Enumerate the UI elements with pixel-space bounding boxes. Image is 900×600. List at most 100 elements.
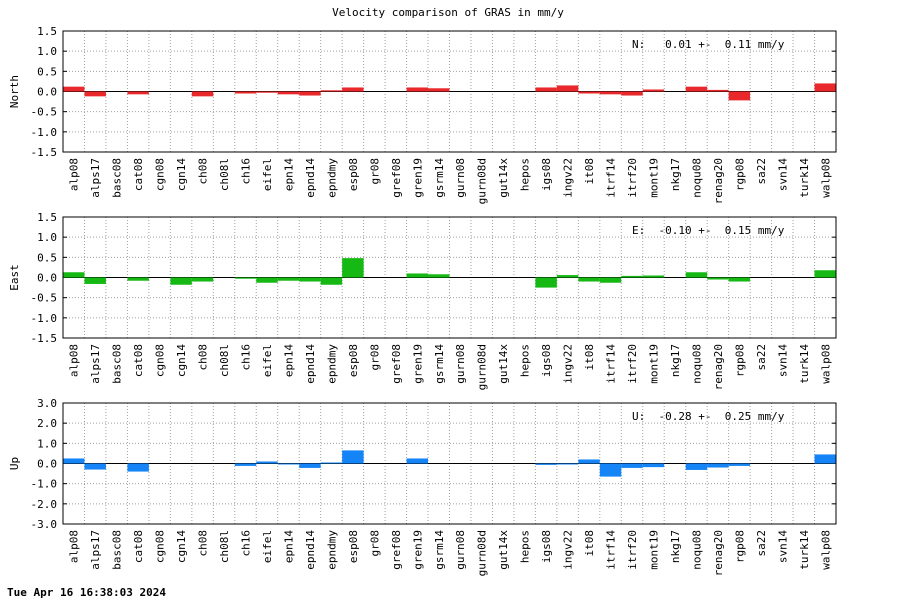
bar-up-walp08 (814, 454, 836, 464)
bar-north-ch08 (191, 91, 214, 97)
x-tick-label: mont19 (647, 530, 660, 570)
x-tick-label: cgn08 (154, 344, 167, 377)
x-tick-label: gut14x (497, 158, 510, 198)
bar-up-epn14 (277, 463, 300, 465)
x-tick-label: turk14 (798, 530, 811, 570)
bar-north-eifel (256, 91, 278, 93)
x-tick-label: ingv22 (562, 344, 575, 384)
x-tick-label: igs08 (540, 530, 553, 563)
x-tick-label: gurn08d (476, 344, 489, 390)
bar-up-it08 (578, 459, 600, 464)
bar-up-itrf14 (599, 463, 622, 477)
x-tick-label: gren19 (411, 344, 424, 384)
bar-up-noqu08 (685, 463, 708, 470)
bar-north-walp08 (814, 83, 836, 92)
x-tick-label: noqu08 (690, 344, 703, 384)
x-tick-label: svn14 (776, 530, 789, 563)
bar-east-itrf14 (599, 277, 622, 283)
y-tick-label: -1.0 (31, 312, 58, 325)
x-tick-label: gren19 (411, 158, 424, 198)
bar-north-igs08 (535, 87, 557, 92)
x-tick-label: epnd14 (304, 344, 317, 384)
y-tick-label: -3.0 (31, 518, 58, 531)
x-tick-label: esp08 (347, 158, 360, 191)
bar-north-ch16 (234, 91, 257, 94)
bar-north-itrf20 (621, 91, 643, 96)
x-tick-label: mont19 (647, 158, 660, 198)
stat-annotation: N: 0.01 +- 0.11 mm/y (632, 38, 785, 51)
bar-east-alp08 (63, 272, 85, 278)
chart-panels: 1.5 1.0 0.5 0.0 -0.5 -1.0 -1.5 alp08 alps17 basc0… (8, 25, 837, 576)
x-tick-label: gut14x (497, 344, 510, 384)
chart-title: Velocity comparison of GRAS in mm/y (332, 6, 564, 19)
x-tick-label: eifel (261, 344, 274, 377)
x-tick-label: cgn08 (154, 530, 167, 563)
y-axis-label: East (8, 264, 21, 291)
bar-east-renag20 (707, 277, 729, 280)
x-tick-label: gsrm14 (433, 344, 446, 384)
bar-up-alp08 (63, 458, 85, 464)
bar-north-epnd14 (299, 91, 321, 96)
x-tick-label: hepos (519, 530, 532, 563)
x-tick-label: rgp08 (733, 530, 746, 563)
x-tick-label: itrf14 (605, 530, 618, 570)
x-tick-label: cgn14 (175, 530, 188, 563)
stat-annotation: U: -0.28 +- 0.25 mm/y (632, 410, 785, 423)
bar-north-epndmy (320, 90, 343, 92)
x-tick-label: epn14 (282, 158, 295, 191)
y-tick-label: 1.0 (37, 437, 57, 450)
x-tick-label: gref08 (390, 344, 403, 384)
y-tick-label: -1.0 (31, 126, 58, 139)
x-tick-label: gr08 (368, 158, 381, 185)
x-tick-label: mont19 (647, 344, 660, 384)
x-tick-label: nkg17 (669, 158, 682, 191)
bar-north-epn14 (277, 91, 300, 95)
x-tick-label: alp08 (68, 158, 81, 191)
x-tick-label: basc08 (111, 158, 124, 198)
x-tick-label: svn14 (776, 344, 789, 377)
bar-up-igs08 (535, 463, 557, 465)
x-tick-label: turk14 (798, 344, 811, 384)
x-tick-label: sa22 (755, 344, 768, 371)
x-tick-label: noqu08 (690, 158, 703, 198)
x-tick-label: gurn08 (454, 344, 467, 384)
x-tick-label: ch08l (218, 344, 231, 377)
bar-up-renag20 (707, 463, 729, 468)
x-tick-label: cat08 (132, 158, 145, 191)
x-tick-label: ch08l (218, 530, 231, 563)
panel-east: 1.5 1.0 0.5 0.0 -0.5 -1.0 -1.5 alp08 alps17 basc0… (8, 211, 837, 390)
x-tick-label: epndmy (325, 530, 338, 570)
bar-up-rgp08 (728, 463, 751, 466)
y-tick-label: 1.0 (37, 45, 57, 58)
x-tick-label: ch08l (218, 158, 231, 191)
bar-north-alps17 (84, 91, 106, 97)
timestamp: Tue Apr 16 16:38:03 2024 (7, 586, 166, 599)
x-tick-label: walp08 (819, 158, 832, 198)
x-tick-label: rgp08 (733, 158, 746, 191)
x-tick-label: noqu08 (690, 530, 703, 570)
bar-east-alps17 (84, 277, 106, 284)
bar-north-cat08 (127, 91, 149, 95)
x-tick-label: basc08 (111, 530, 124, 570)
bar-north-alp08 (63, 86, 85, 92)
plot-frame (62, 216, 837, 339)
bar-east-walp08 (814, 270, 836, 278)
bar-east-ch08 (191, 277, 214, 282)
bar-north-gsrm14 (428, 88, 450, 92)
bar-north-itrf14 (599, 91, 622, 95)
bar-up-ingv22 (556, 463, 579, 465)
bar-up-cat08 (127, 463, 149, 472)
bar-east-gsrm14 (428, 274, 450, 278)
y-tick-label: 1.5 (37, 211, 57, 224)
bar-north-ingv22 (556, 85, 579, 92)
x-tick-label: gref08 (390, 530, 403, 570)
x-tick-label: eifel (261, 158, 274, 191)
x-tick-label: itrf20 (626, 158, 639, 198)
panel-north: 1.5 1.0 0.5 0.0 -0.5 -1.0 -1.5 alp08 alps17 basc0… (8, 25, 837, 204)
bar-north-renag20 (707, 89, 729, 92)
plot-frame (62, 402, 837, 525)
x-tick-label: ch08 (197, 344, 210, 371)
bar-up-ch16 (234, 463, 257, 466)
x-tick-label: it08 (583, 344, 596, 371)
bar-east-noqu08 (685, 272, 708, 278)
